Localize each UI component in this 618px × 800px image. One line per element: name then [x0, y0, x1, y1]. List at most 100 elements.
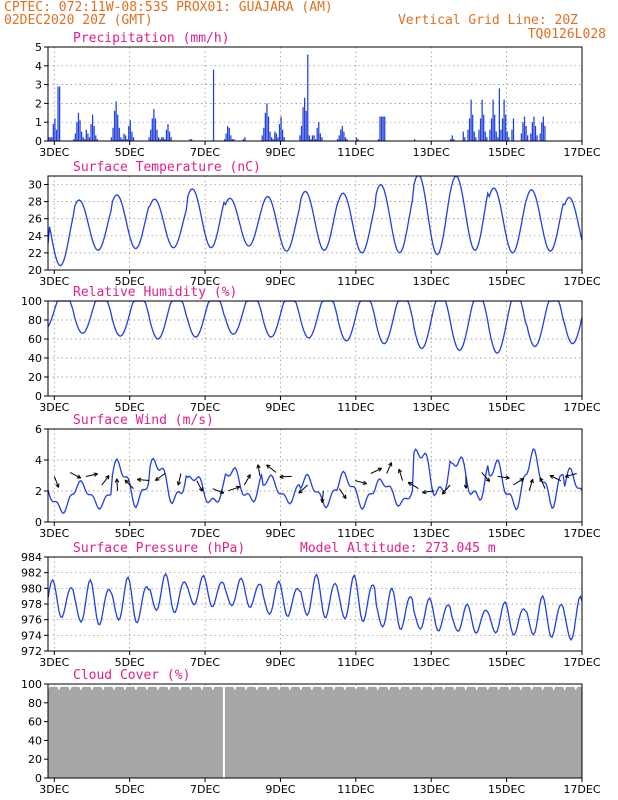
x-tick-label: 13DEC — [413, 401, 450, 414]
precip-bar — [76, 122, 78, 141]
cloud-cover-area — [48, 686, 582, 778]
panel-title: Surface Wind (m/s) — [73, 413, 214, 428]
precip-bar — [489, 129, 491, 141]
precip-bar — [244, 137, 246, 141]
panel-title: Surface Temperature (nC) — [73, 160, 261, 175]
wind-arrow-head — [342, 494, 347, 500]
precip-bar — [490, 118, 493, 141]
precip-bar — [533, 116, 535, 141]
pressure-line — [47, 572, 583, 642]
precip-bar — [148, 137, 150, 141]
precip-bar — [520, 133, 522, 141]
precip-bar — [310, 139, 312, 141]
wind-arrow-head — [388, 462, 393, 467]
x-tick-label: 9DEC — [265, 401, 295, 414]
x-tick-label: 3DEC — [39, 401, 69, 414]
precip-bar — [227, 125, 229, 141]
wind-arrow — [298, 484, 308, 494]
precip-bar — [539, 133, 541, 141]
y-tick-label: 20 — [28, 753, 42, 766]
wind-arrow-head — [198, 487, 203, 492]
precip-bar — [343, 131, 345, 141]
wind-arrow-head — [422, 489, 427, 495]
precip-bar — [319, 133, 321, 141]
precip-bar — [451, 135, 453, 141]
precip-bar — [483, 114, 485, 141]
x-tick-label: 15DEC — [488, 656, 525, 669]
y-tick-label: 974 — [21, 629, 42, 642]
precip-bar — [470, 99, 472, 141]
x-tick-label: 17DEC — [563, 783, 600, 796]
y-tick-label: 60 — [28, 716, 42, 729]
precip-bar — [165, 129, 168, 141]
wind-arrow-head — [137, 477, 142, 483]
precip-bar — [271, 137, 273, 141]
wind-arrow — [321, 490, 324, 503]
precip-bar — [486, 137, 488, 141]
precip-bar — [264, 112, 266, 141]
wind-arrow — [354, 480, 367, 485]
x-tick-label: 7DEC — [190, 656, 220, 669]
precip-bar — [468, 118, 471, 141]
precip-bar — [49, 137, 51, 141]
precip-bar — [307, 54, 309, 141]
precip-bar — [157, 137, 160, 141]
wind-arrow — [539, 477, 546, 489]
x-tick-label: 15DEC — [488, 401, 525, 414]
wind-arrow-head — [246, 474, 251, 479]
precip-bar — [131, 131, 133, 141]
wind-arrow — [257, 464, 261, 477]
x-tick-label: 7DEC — [190, 783, 220, 796]
y-tick-label: 4 — [35, 60, 42, 73]
x-tick-label: 11DEC — [337, 401, 374, 414]
precip-bar — [505, 114, 507, 141]
y-tick-label: 980 — [21, 582, 42, 595]
wind-arrow — [85, 473, 98, 477]
wind-arrow — [441, 484, 451, 495]
x-tick-label: 17DEC — [563, 401, 600, 414]
x-tick-label: 17DEC — [563, 146, 600, 159]
precip-bar — [161, 137, 163, 141]
precip-bar — [453, 139, 455, 141]
precip-bar — [340, 129, 342, 141]
plot-frame — [47, 300, 583, 397]
wind-arrow — [338, 488, 347, 499]
precip-bar — [382, 116, 384, 141]
x-tick-label: 7DEC — [190, 146, 220, 159]
wind-arrow-head — [485, 477, 491, 482]
precip-bar — [95, 135, 97, 141]
y-tick-label: 4 — [35, 454, 42, 467]
precip-bar — [52, 124, 54, 141]
precip-bar — [159, 139, 161, 141]
precip-bar — [231, 139, 234, 141]
x-tick-label: 3DEC — [39, 527, 69, 540]
wind-arrow — [124, 479, 134, 489]
y-tick-label: 20 — [28, 264, 42, 277]
panel-0: Precipitation (mm/h) 0 1 2 3 4 5 3DEC 5DEC 7DEC 9D… — [35, 31, 601, 159]
precip-bar — [536, 135, 538, 141]
wind-arrow-head — [298, 489, 303, 494]
x-tick-label: 15DEC — [488, 146, 525, 159]
x-tick-label: 13DEC — [413, 656, 450, 669]
precip-bar — [132, 137, 135, 141]
wind-arrow-head — [549, 475, 554, 479]
precip-bar — [341, 125, 343, 141]
wind-arrow — [407, 481, 419, 490]
precip-bar — [355, 137, 358, 141]
y-tick-label: 20 — [28, 371, 42, 384]
precip-bar — [282, 129, 284, 141]
wind-arrow-head — [76, 474, 82, 479]
wind-arrow-head — [377, 467, 383, 472]
wind-arrow-head — [256, 464, 261, 469]
x-tick-label: 15DEC — [488, 783, 525, 796]
precip-bar — [156, 129, 158, 141]
precip-bar — [495, 131, 497, 141]
precip-bar — [82, 137, 84, 141]
y-tick-label: 100 — [21, 295, 42, 308]
precip-bar — [316, 127, 318, 141]
wind-arrow-head — [93, 472, 99, 477]
y-tick-label: 80 — [28, 314, 42, 327]
precip-bar — [164, 139, 166, 141]
wind-arrow — [370, 467, 382, 474]
y-tick-label: 26 — [28, 213, 42, 226]
